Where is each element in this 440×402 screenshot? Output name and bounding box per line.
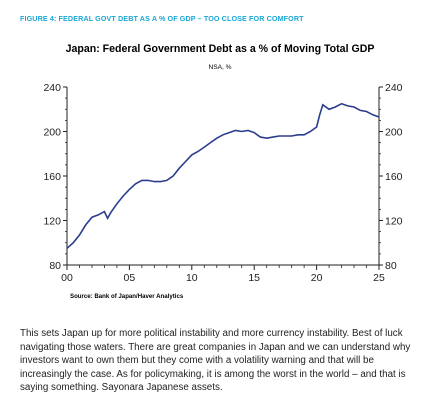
chart-subtitle: NSA, % [208,64,231,71]
y-tick-label-left: 200 [43,127,61,139]
x-tick-label: 15 [248,272,260,284]
figure-label: FIGURE 4: FEDERAL GOVT DEBT AS A % OF GD… [20,14,304,23]
y-tick-label-left: 160 [43,171,61,183]
debt-series-line [66,102,380,249]
y-tick-label-left: 240 [43,82,61,94]
x-tick-label: 00 [61,272,73,284]
debt-chart-svg: Japan: Federal Government Debt as a % of… [43,43,402,300]
chart-title: Japan: Federal Government Debt as a % of… [66,43,375,55]
y-tick-label-right: 120 [385,216,403,228]
x-tick-label: 25 [373,272,385,284]
y-tick-label-right: 80 [385,260,397,272]
x-tick-label: 20 [311,272,323,284]
x-tick-label: 05 [124,272,136,284]
body-paragraph: This sets Japan up for more political in… [20,328,411,394]
y-tick-label-left: 120 [43,216,61,228]
y-tick-label-right: 160 [385,171,403,183]
chart-source: Source: Bank of Japan/Haver Analytics [70,293,184,300]
y-tick-label-right: 200 [385,127,403,139]
x-tick-label: 10 [186,272,198,284]
y-tick-label-right: 240 [385,82,403,94]
axes: 80 80 120 120 160 160 200 200 240 240 00 05 10 15 20 25 [43,82,402,284]
y-tick-label-left: 80 [49,260,61,272]
chart: Japan: Federal Government Debt as a % of… [43,43,402,300]
